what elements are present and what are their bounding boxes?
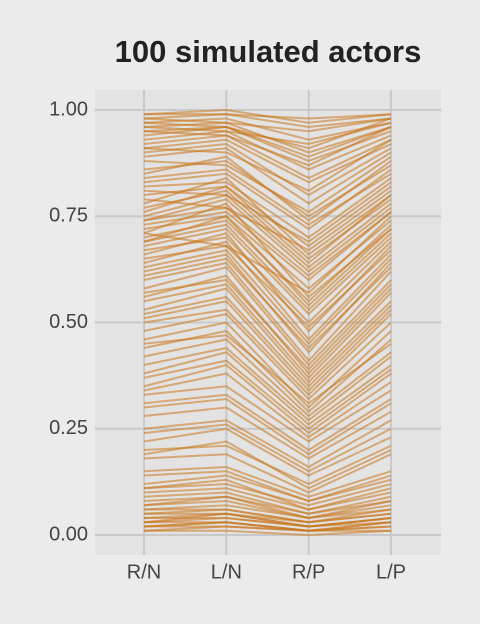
actor-line bbox=[143, 423, 392, 473]
actor-line bbox=[143, 495, 392, 515]
actor-line bbox=[143, 334, 392, 405]
actor-line bbox=[143, 521, 392, 532]
actor-line bbox=[143, 478, 392, 511]
actor-line bbox=[143, 474, 392, 503]
actor-line bbox=[143, 261, 392, 363]
chart-title: 100 simulated actors bbox=[115, 34, 422, 69]
actor-line bbox=[143, 227, 392, 316]
actor-line bbox=[144, 512, 392, 524]
actor-line bbox=[143, 504, 392, 520]
actor-line bbox=[143, 312, 392, 401]
actor-line bbox=[143, 393, 392, 452]
actor-line bbox=[143, 517, 392, 528]
y-tick-label: 0.00 bbox=[49, 523, 88, 545]
actor-line bbox=[143, 257, 392, 350]
actor-line bbox=[143, 138, 392, 184]
y-tick-label: 0.50 bbox=[49, 311, 88, 333]
actor-line bbox=[143, 363, 392, 435]
actor-line bbox=[143, 491, 392, 515]
actor-line bbox=[143, 359, 392, 431]
actor-line bbox=[143, 308, 392, 397]
actor-line bbox=[143, 487, 392, 511]
actor-line bbox=[143, 117, 392, 150]
actor-line bbox=[143, 215, 392, 307]
actor-line bbox=[143, 113, 392, 128]
actor-line bbox=[143, 108, 392, 124]
actor-line bbox=[143, 295, 392, 388]
actor-line bbox=[143, 176, 392, 256]
actor-line bbox=[143, 189, 392, 252]
actor-line bbox=[144, 529, 392, 537]
actor-line bbox=[143, 155, 392, 222]
actor-line bbox=[144, 508, 392, 524]
actor-line bbox=[143, 142, 392, 197]
actor-line bbox=[143, 189, 392, 265]
actor-line bbox=[143, 351, 392, 426]
actor-line bbox=[143, 266, 392, 367]
actor-line bbox=[143, 147, 392, 205]
x-tick-label: R/N bbox=[127, 561, 161, 583]
actor-line bbox=[143, 193, 392, 269]
actor-line bbox=[143, 283, 392, 380]
actor-line bbox=[143, 466, 392, 498]
actor-line bbox=[143, 419, 392, 469]
y-tick-label: 0.25 bbox=[49, 417, 88, 439]
actor-line bbox=[143, 125, 392, 158]
actor-line bbox=[143, 177, 392, 239]
x-tick-label: R/P bbox=[292, 561, 325, 583]
actor-line bbox=[143, 470, 392, 503]
actor-line bbox=[143, 215, 392, 294]
actor-line bbox=[143, 512, 392, 528]
actor-line bbox=[143, 206, 392, 278]
actor-line bbox=[143, 300, 392, 392]
x-tick-label: L/P bbox=[376, 561, 406, 583]
actor-line bbox=[143, 406, 392, 460]
actor-line bbox=[143, 181, 392, 243]
actor-line bbox=[143, 278, 392, 371]
actor-line bbox=[143, 338, 392, 418]
actor-line bbox=[143, 134, 392, 180]
actor-line bbox=[143, 372, 392, 439]
actor-line bbox=[143, 321, 392, 409]
actor-line bbox=[143, 287, 392, 384]
actor-line bbox=[143, 440, 392, 490]
actor-line bbox=[143, 138, 392, 192]
actor-line bbox=[143, 168, 392, 231]
actor-line bbox=[143, 385, 392, 443]
actor-line bbox=[143, 500, 392, 520]
y-tick-label: 0.75 bbox=[49, 205, 88, 227]
y-tick-label: 1.00 bbox=[49, 98, 88, 120]
actor-line bbox=[143, 453, 392, 494]
actor-line bbox=[143, 525, 391, 532]
actor-line bbox=[143, 249, 392, 346]
actor-line bbox=[143, 223, 392, 312]
actor-line bbox=[143, 346, 392, 422]
actor-line bbox=[143, 244, 392, 329]
actor-line bbox=[143, 117, 392, 141]
actor-line bbox=[143, 495, 392, 520]
actor-line bbox=[143, 397, 392, 456]
actor-line bbox=[143, 198, 392, 273]
actor-line bbox=[143, 427, 392, 477]
x-tick-label: L/N bbox=[211, 561, 242, 583]
actor-line bbox=[143, 126, 392, 167]
